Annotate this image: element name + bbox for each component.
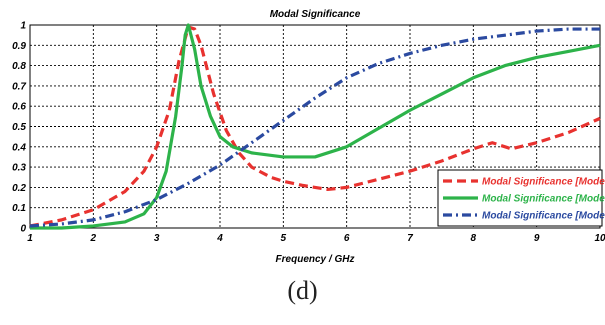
x-tick-label: 2	[90, 233, 97, 244]
y-tick-label: 0.8	[12, 61, 26, 72]
chart-title: Modal Significance	[270, 9, 361, 20]
modal-significance-chart: Modal Significance 1 2 3 4 5 6 7 8 9 10 0 0.1 0.2 0.3…	[12, 9, 605, 265]
series-line-mode-1	[29, 25, 601, 228]
y-tick-label: 0.7	[12, 81, 26, 92]
y-tick-label: 0.3	[12, 163, 26, 174]
y-tick-label: 0.4	[12, 142, 26, 153]
x-tick-label: 9	[534, 233, 540, 244]
x-tick-label: 3	[154, 233, 160, 244]
tick-labels: 1 2 3 4 5 6 7 8 9 10 0 0.1 0.2 0.3 0.4 0.5 0.6 0.7 0.8 0.9 1	[12, 21, 605, 245]
legend-label-mode-3: Modal Significance [Mode 3]	[482, 211, 605, 222]
x-tick-label: 6	[344, 233, 350, 244]
x-tick-label: 8	[471, 233, 477, 244]
x-tick-label: 10	[594, 233, 605, 244]
y-tick-label: 1	[20, 21, 26, 32]
y-tick-label: 0	[20, 224, 26, 235]
legend: Modal Significance [Mode 1] Modal Signifi…	[437, 169, 605, 227]
legend-items: Modal Significance [Mode 1] Modal Signifi…	[443, 177, 605, 222]
x-tick-label: 7	[407, 233, 413, 244]
x-axis-title: Frequency / GHz	[276, 254, 355, 265]
series-layer	[29, 23, 601, 230]
y-tick-label: 0.1	[12, 203, 26, 214]
plot-frame	[29, 24, 601, 229]
y-tick-label: 0.9	[12, 41, 26, 52]
y-tick-label: 0.2	[12, 183, 26, 194]
x-tick-label: 1	[27, 233, 33, 244]
legend-label-mode-1: Modal Significance [Mode 1]	[482, 177, 605, 188]
y-tick-label: 0.6	[12, 102, 26, 113]
x-tick-label: 4	[216, 233, 223, 244]
series-line-mode-2	[30, 23, 601, 230]
x-tick-label: 5	[281, 233, 287, 244]
y-tick-label: 0.5	[12, 122, 26, 133]
figure-caption: (d)	[287, 276, 318, 305]
legend-label-mode-2: Modal Significance [Mode 2]	[482, 194, 605, 205]
series-line-mode-3	[29, 27, 600, 228]
